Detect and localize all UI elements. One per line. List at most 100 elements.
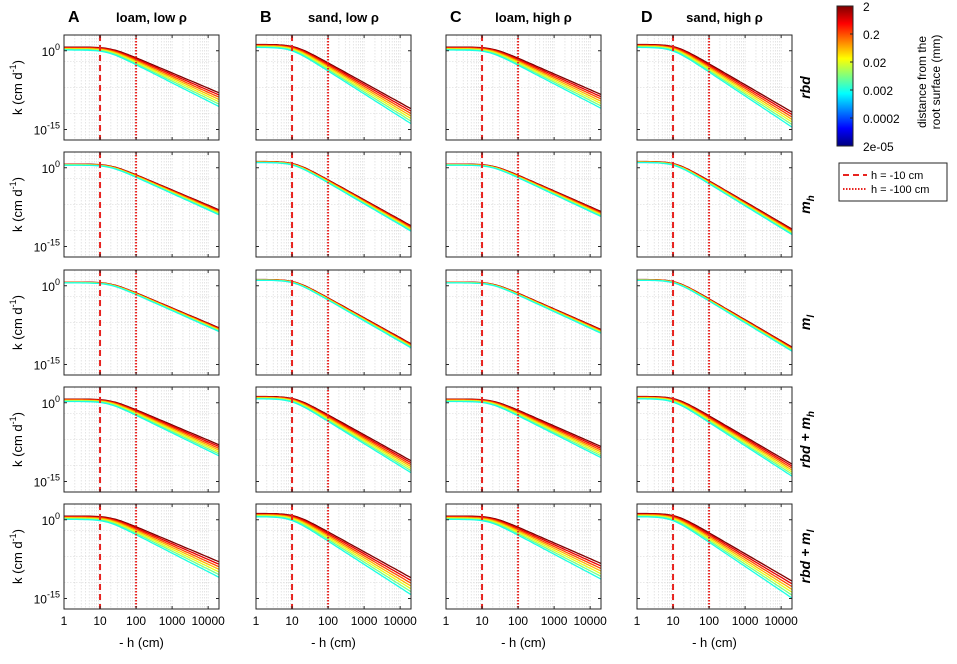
x-tick-label: 1000 (159, 614, 186, 628)
series-line (637, 513, 793, 588)
panel-a-m_h: 100 10-15 k (cm d-1) (8, 151, 220, 258)
series-group (637, 395, 793, 477)
panel-b-rbd+m_h (255, 386, 412, 493)
axis-frame (255, 269, 412, 376)
y-tick-exponent: -15 (47, 121, 60, 131)
x-tick-label: 10 (666, 614, 680, 628)
axis-frame (63, 269, 220, 376)
series-line (256, 161, 412, 232)
x-tick-label: 100 (508, 614, 528, 628)
series-line (256, 512, 412, 579)
legend-entry-label: h = -10 cm (871, 170, 923, 182)
series-line (256, 279, 412, 349)
y-tick-label: 100 (42, 42, 60, 59)
series-line (255, 515, 412, 593)
y-axis-label: k (cm d-1) (8, 412, 25, 467)
legend: h = -10 cm h = -100 cm (838, 162, 948, 202)
y-axis-label-exponent: -1 (8, 181, 18, 189)
series-group (256, 395, 412, 474)
axis-frame (255, 386, 412, 493)
panel-d-m_l: ml (636, 269, 817, 376)
legend-box (838, 162, 948, 202)
plot-area (64, 270, 219, 375)
panel-b-m_l (255, 269, 412, 376)
gridlines (445, 269, 602, 376)
y-axis-label-suffix: ) (10, 529, 25, 533)
y-axis-label-exponent: -1 (8, 64, 18, 72)
y-axis-label-suffix: ) (10, 177, 25, 181)
series-line (256, 398, 412, 474)
plot-area (637, 270, 792, 375)
series-group (255, 43, 412, 125)
row-label: rbd (797, 76, 813, 99)
panel-a-m_l: 100 10-15 k (cm d-1) (8, 269, 220, 376)
y-tick-label: 100 (42, 394, 60, 411)
series-line (256, 516, 412, 596)
axis-frame (255, 503, 412, 610)
series-line (64, 282, 220, 333)
y-axis-label: k (cm d-1) (8, 295, 25, 350)
x-tick-label: 100 (318, 614, 338, 628)
axis-frame (255, 34, 412, 141)
axis-frame (445, 503, 602, 610)
series-line (256, 515, 412, 590)
panel-c-m_l (445, 269, 602, 376)
series-group (636, 278, 793, 352)
y-tick-label: 10-15 (34, 590, 60, 607)
panel-d-rbd+m_l: 1 10 100 1000 10000 - h (cm) rbd + ml (634, 503, 817, 650)
panel-b-rbd+m_l: 1 10 100 1000 10000 - h (cm) (253, 503, 417, 650)
axis-frame (63, 386, 220, 493)
y-axis-label-suffix: ) (10, 412, 25, 416)
plot-area (637, 35, 792, 140)
series-line (64, 49, 220, 108)
panel-c-m_h (445, 151, 602, 258)
x-tick-label: 10000 (764, 614, 798, 628)
row-label: ml (797, 315, 817, 330)
panel-letter: B (260, 9, 272, 26)
x-tick-label: 1000 (351, 614, 378, 628)
plot-area (256, 35, 411, 140)
x-tick-label: 100 (699, 614, 719, 628)
y-tick-exponent: -15 (47, 356, 60, 366)
axis-frame (636, 386, 793, 493)
series-line (256, 514, 412, 587)
series-group (256, 160, 412, 232)
series-group (636, 512, 793, 599)
series-line (64, 518, 220, 578)
series-line (446, 518, 602, 580)
y-tick-exponent: 0 (55, 159, 60, 169)
axis-frame (63, 151, 220, 258)
colorbar-tick-label: 0.002 (863, 84, 893, 98)
row-label-subscript: h (806, 411, 817, 417)
row-label-subscript: l (806, 529, 817, 532)
x-tick-label: 1 (61, 614, 68, 628)
panel-a-rbd+m_l: 100 10-15 k (cm d-1) 1 10 100 1000 10000 - h (cm… (8, 503, 225, 650)
y-tick-label: 10-15 (34, 238, 60, 255)
x-tick-label: 10 (285, 614, 299, 628)
plot-area (256, 152, 411, 257)
series-line (446, 400, 602, 459)
column-title: sand, high ρ (686, 10, 763, 25)
axis-frame (63, 34, 220, 141)
series-line (637, 279, 793, 352)
axis-frame (636, 269, 793, 376)
x-tick-label: 1 (253, 614, 260, 628)
plot-area (637, 152, 792, 257)
y-axis-label-exponent: -1 (8, 299, 18, 307)
axis-frame (636, 151, 793, 258)
plot-area (256, 387, 411, 492)
x-tick-label: 10000 (573, 614, 607, 628)
panel-b-m_h (255, 151, 412, 258)
axis-frame (445, 34, 602, 141)
y-tick-exponent: 0 (55, 42, 60, 52)
x-axis-label: - h (cm) (119, 635, 164, 650)
series-group (446, 515, 602, 580)
series-line (446, 164, 602, 218)
column-title: sand, low ρ (308, 10, 379, 25)
axis-frame (636, 34, 793, 141)
panel-letter: C (450, 9, 462, 26)
x-tick-label: 1 (634, 614, 641, 628)
y-axis-label: k (cm d-1) (8, 177, 25, 232)
series-line (637, 161, 793, 236)
panel-a-rbd+m_h: 100 10-15 k (cm d-1) (8, 386, 220, 493)
